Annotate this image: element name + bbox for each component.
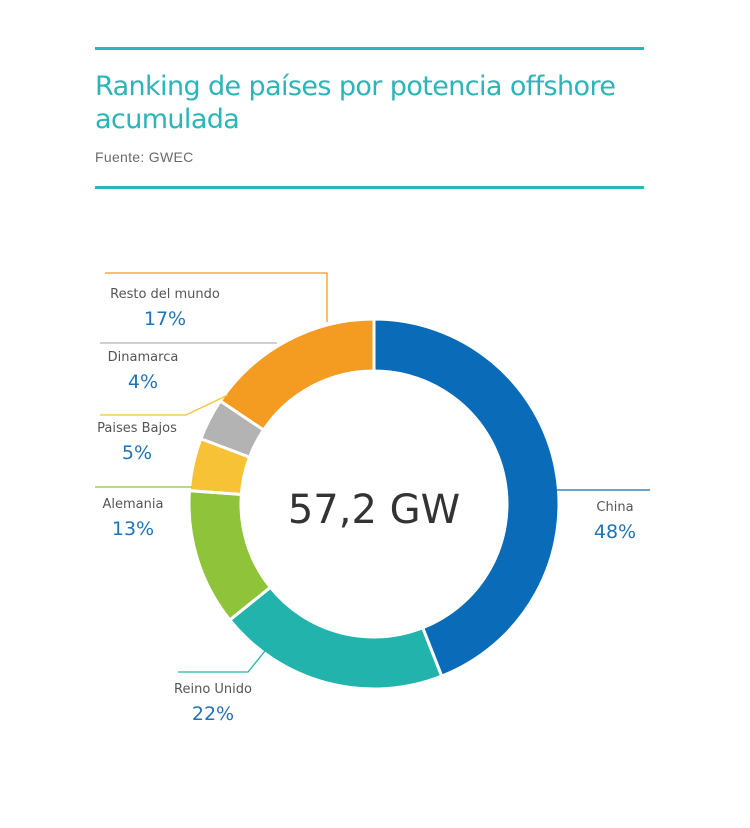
chart-title: Ranking de países por potencia offshore … [95,71,616,135]
leader-line-reino-unido [178,650,266,673]
slice-china [372,317,561,679]
label-name-alemania: Alemania [103,497,164,512]
leader-line-paises-bajos [100,394,229,416]
chart-source: Fuente: GWEC [95,149,194,165]
label-percent-resto-del-mundo: 17% [144,308,186,330]
label-percent-dinamarca: 4% [128,371,158,393]
leader-line-resto-del-mundo [105,272,328,322]
label-name-dinamarca: Dinamarca [108,350,179,365]
slice-resto-del-mundo [218,317,376,432]
center-total-label: 57,2 GW [288,487,460,533]
label-percent-paises-bajos: 5% [122,442,152,464]
label-percent-alemania: 13% [112,518,154,540]
label-percent-reino-unido: 22% [192,703,234,725]
bottom-divider [95,186,644,189]
slice-reino-unido [227,585,444,691]
label-name-paises-bajos: Paises Bajos [97,421,177,436]
label-name-china: China [596,500,633,515]
label-percent-china: 48% [594,521,636,543]
top-divider [95,47,644,50]
label-name-reino-unido: Reino Unido [174,682,252,697]
label-name-resto-del-mundo: Resto del mundo [110,287,220,302]
